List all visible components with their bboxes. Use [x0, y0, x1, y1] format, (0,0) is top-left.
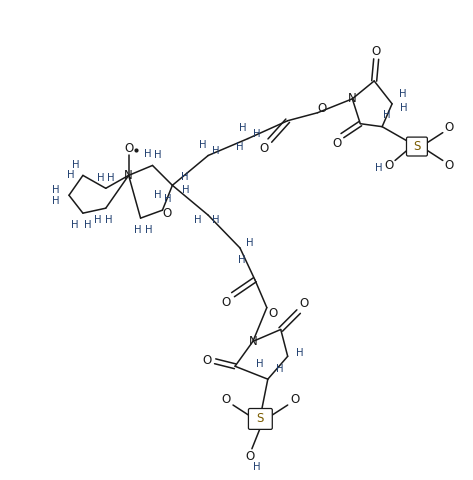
Text: N: N — [124, 169, 133, 182]
Text: O: O — [385, 159, 394, 172]
Text: O: O — [221, 296, 231, 309]
Text: O: O — [245, 450, 254, 463]
Text: H: H — [67, 170, 75, 180]
Text: O: O — [299, 297, 308, 310]
Text: H: H — [246, 238, 254, 248]
Text: H: H — [399, 89, 407, 99]
Text: O: O — [333, 137, 342, 150]
Text: H: H — [256, 359, 263, 369]
Text: O: O — [444, 121, 454, 134]
Text: H: H — [71, 220, 79, 230]
Text: H: H — [238, 255, 245, 265]
Text: O: O — [163, 207, 172, 220]
Text: H: H — [97, 173, 105, 183]
Text: H: H — [239, 123, 247, 132]
Text: H: H — [376, 163, 383, 173]
Text: O: O — [318, 102, 327, 115]
Text: H: H — [253, 129, 261, 139]
Text: O: O — [202, 354, 212, 367]
Text: O: O — [290, 393, 299, 406]
Text: H: H — [182, 185, 189, 195]
Text: H: H — [53, 185, 60, 195]
Text: H: H — [145, 225, 152, 235]
Text: O: O — [221, 393, 231, 406]
Text: O: O — [259, 142, 269, 155]
Text: H: H — [134, 225, 141, 235]
Text: H: H — [94, 215, 102, 225]
Text: N: N — [248, 335, 257, 348]
Text: H: H — [53, 196, 60, 206]
Text: H: H — [164, 194, 171, 204]
Text: H: H — [400, 103, 408, 113]
Text: H: H — [181, 172, 188, 182]
Text: H: H — [383, 110, 391, 120]
Text: H: H — [296, 348, 303, 359]
Text: H: H — [144, 148, 151, 158]
Text: H: H — [194, 215, 202, 225]
Text: H: H — [72, 160, 79, 170]
Text: H: H — [253, 462, 261, 472]
Text: O: O — [124, 142, 133, 155]
Text: S: S — [257, 412, 264, 425]
Text: H: H — [105, 215, 113, 225]
Text: O: O — [444, 159, 454, 172]
Text: H: H — [84, 220, 92, 230]
Text: H: H — [236, 142, 244, 152]
FancyBboxPatch shape — [406, 137, 428, 156]
Text: O: O — [268, 307, 277, 320]
Text: H: H — [200, 140, 207, 150]
Text: H: H — [212, 215, 220, 225]
Text: H: H — [107, 173, 114, 183]
Text: S: S — [413, 140, 420, 153]
Text: H: H — [154, 151, 161, 160]
Text: H: H — [154, 190, 161, 200]
Text: N: N — [348, 92, 357, 105]
Text: H: H — [276, 364, 283, 374]
Text: H: H — [212, 145, 220, 156]
FancyBboxPatch shape — [248, 408, 272, 430]
Text: O: O — [372, 45, 381, 58]
